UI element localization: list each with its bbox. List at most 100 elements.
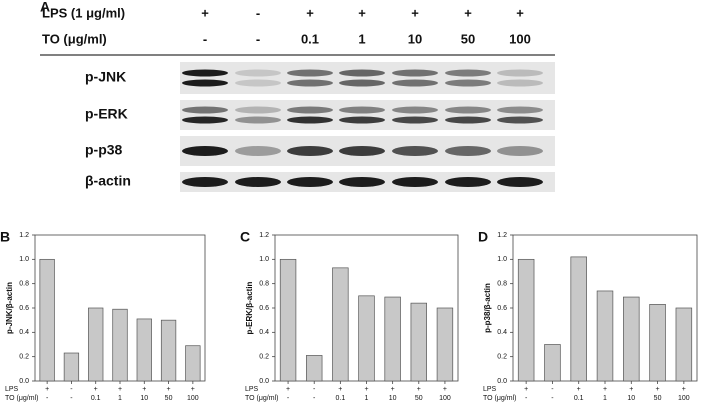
x-tick-label: 0.1 (574, 395, 584, 402)
blot-band (339, 69, 385, 77)
blot-band (287, 177, 333, 187)
blot-band (392, 116, 438, 124)
header-value: 10 (408, 31, 422, 46)
blot-band (497, 69, 543, 77)
lps-label: + (167, 386, 171, 393)
row-label: TO (μg/ml) (245, 395, 278, 402)
blot-band (235, 69, 281, 77)
blot-band (445, 177, 491, 187)
x-tick-label: - (525, 395, 528, 402)
blot-band (497, 116, 543, 124)
y-tick-label: 1.2 (259, 232, 269, 239)
panel-letter: B (0, 229, 10, 245)
blot-band (182, 69, 228, 77)
x-tick-label: 0.1 (335, 395, 345, 402)
blot-band (182, 146, 228, 156)
lps-label: + (286, 386, 290, 393)
y-axis-label: p-JNK/β-actin (5, 282, 14, 334)
lps-label: + (142, 386, 146, 393)
x-tick-label: - (287, 395, 290, 402)
bar (410, 302, 427, 382)
header-value: + (201, 5, 209, 20)
lps-label: + (191, 386, 195, 393)
x-tick-label: 1 (603, 395, 607, 402)
blot-band (339, 146, 385, 156)
row-label: LPS (245, 386, 259, 393)
blot-band (235, 116, 281, 124)
lps-label: + (656, 386, 660, 393)
x-tick-label: 100 (678, 395, 690, 402)
x-tick-label: 1 (118, 395, 122, 402)
blot-band (445, 146, 491, 156)
x-tick-label: 10 (140, 395, 148, 402)
header-value: 50 (461, 31, 475, 46)
y-tick-label: 0.6 (19, 305, 29, 312)
y-tick-label: 0.4 (497, 329, 507, 336)
bar (623, 296, 640, 382)
lps-label: - (551, 386, 554, 393)
blot-band (445, 79, 491, 87)
y-axis-label: p-ERK/β-actin (245, 281, 254, 334)
x-tick-label: - (313, 395, 316, 402)
blot-band (497, 79, 543, 87)
x-tick-label: - (70, 395, 73, 402)
lps-label: + (524, 386, 528, 393)
header-value: - (256, 31, 260, 46)
bar (675, 307, 693, 382)
x-tick-label: 50 (415, 395, 423, 402)
y-tick-label: 0.0 (259, 378, 269, 385)
y-tick-label: 1.2 (497, 232, 507, 239)
blot-band (392, 79, 438, 87)
y-tick-label: 0.6 (497, 305, 507, 312)
header-value: + (464, 5, 472, 20)
lps-label: + (391, 386, 395, 393)
row-label: TO (μg/ml) (483, 395, 516, 402)
lps-label: + (364, 386, 368, 393)
y-tick-label: 0.6 (259, 305, 269, 312)
header-value: 0.1 (301, 31, 319, 46)
panel-letter: C (240, 229, 250, 245)
bar (596, 290, 614, 382)
y-tick-label: 0.2 (497, 354, 507, 361)
bar (39, 258, 55, 382)
blot-band (235, 146, 281, 156)
blot-band (339, 116, 385, 124)
blot-label: β-actin (85, 173, 131, 189)
blot-label: p-JNK (85, 69, 126, 85)
bar (517, 258, 535, 382)
bar (136, 318, 152, 382)
blot-band (182, 79, 228, 87)
x-tick-label: 50 (654, 395, 662, 402)
y-tick-label: 0.0 (19, 378, 29, 385)
x-tick-label: 0.1 (91, 395, 101, 402)
bar (63, 352, 80, 382)
x-tick-label: 10 (389, 395, 397, 402)
lps-label: - (70, 386, 73, 393)
blot-label: p-ERK (85, 106, 128, 122)
blot-band (392, 146, 438, 156)
header-value: - (203, 31, 207, 46)
bar (88, 307, 104, 382)
blot-band (445, 106, 491, 114)
y-tick-label: 1.2 (19, 232, 29, 239)
x-tick-label: - (46, 395, 49, 402)
row-label: LPS (483, 386, 497, 393)
bar (279, 258, 297, 382)
blot-band (235, 177, 281, 187)
y-tick-label: 0.4 (19, 329, 29, 336)
y-tick-label: 1.0 (497, 256, 507, 263)
header-value: + (306, 5, 314, 20)
x-tick-label: 10 (627, 395, 635, 402)
y-tick-label: 1.0 (19, 256, 29, 263)
header-label: TO (μg/ml) (42, 31, 107, 46)
header-value: - (256, 5, 260, 20)
bar (570, 256, 587, 382)
blot-band (287, 79, 333, 87)
blot-band (339, 79, 385, 87)
lps-label: + (417, 386, 421, 393)
y-axis-label: p-p38/β-actin (483, 283, 492, 333)
y-tick-label: 0.8 (497, 281, 507, 288)
blot-strip (180, 100, 555, 130)
blot-band (392, 177, 438, 187)
